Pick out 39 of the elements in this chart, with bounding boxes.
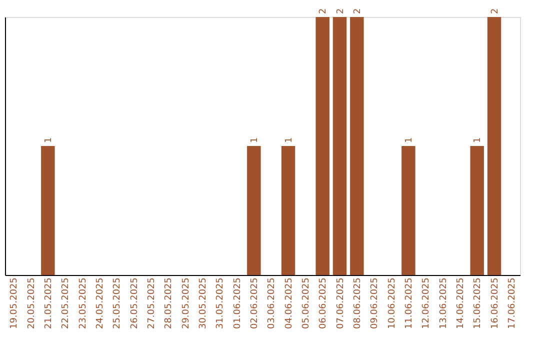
data-label: 2 (318, 8, 329, 14)
x-tick-label: 12.06.2025 (422, 278, 432, 330)
data-label: 1 (44, 137, 54, 143)
data-label: 1 (473, 137, 484, 143)
x-tick-label: 04.06.2025 (284, 278, 294, 330)
x-tick-label: 13.06.2025 (438, 278, 449, 330)
x-tick-label: 01.06.2025 (232, 278, 243, 330)
data-label: 2 (352, 8, 363, 14)
x-tick-label: 05.06.2025 (301, 278, 312, 330)
x-tick-label: 09.06.2025 (370, 278, 380, 330)
data-label: 1 (250, 137, 260, 143)
x-tick-label: 16.06.2025 (490, 278, 500, 330)
x-tick-label: 15.06.2025 (473, 278, 484, 330)
x-tick-label: 08.06.2025 (352, 278, 363, 330)
x-tick-label: 14.06.2025 (456, 278, 466, 330)
x-tick-label: 29.05.2025 (181, 278, 192, 330)
x-tick-label: 31.05.2025 (216, 278, 226, 330)
x-tick-label: 26.05.2025 (130, 278, 140, 330)
data-label: 2 (490, 8, 500, 14)
x-tick-label: 06.06.2025 (318, 278, 329, 330)
x-tick-label: 17.06.2025 (507, 278, 518, 330)
data-label: 1 (404, 137, 414, 143)
x-tick-label: 25.05.2025 (112, 278, 123, 330)
x-tick-label: 22.05.2025 (61, 278, 72, 330)
x-tick-label: 27.05.2025 (146, 278, 157, 330)
x-tick-label: 07.06.2025 (336, 278, 346, 330)
x-tick-label: 23.05.2025 (78, 278, 88, 330)
data-label: 1 (284, 137, 294, 143)
x-tick-label: 20.05.2025 (26, 278, 37, 330)
data-label: 2 (336, 8, 346, 14)
x-tick-label: 03.06.2025 (267, 278, 278, 330)
x-tick-label: 02.06.2025 (250, 278, 260, 330)
x-tick-label: 19.05.2025 (10, 278, 20, 330)
x-tick-label: 30.05.2025 (198, 278, 208, 330)
x-tick-label: 24.05.2025 (95, 278, 106, 330)
x-tick-label: 11.06.2025 (404, 278, 414, 330)
x-tick-label: 21.05.2025 (44, 278, 54, 330)
x-tick-label: 28.05.2025 (164, 278, 174, 330)
x-tick-label: 10.06.2025 (387, 278, 398, 330)
